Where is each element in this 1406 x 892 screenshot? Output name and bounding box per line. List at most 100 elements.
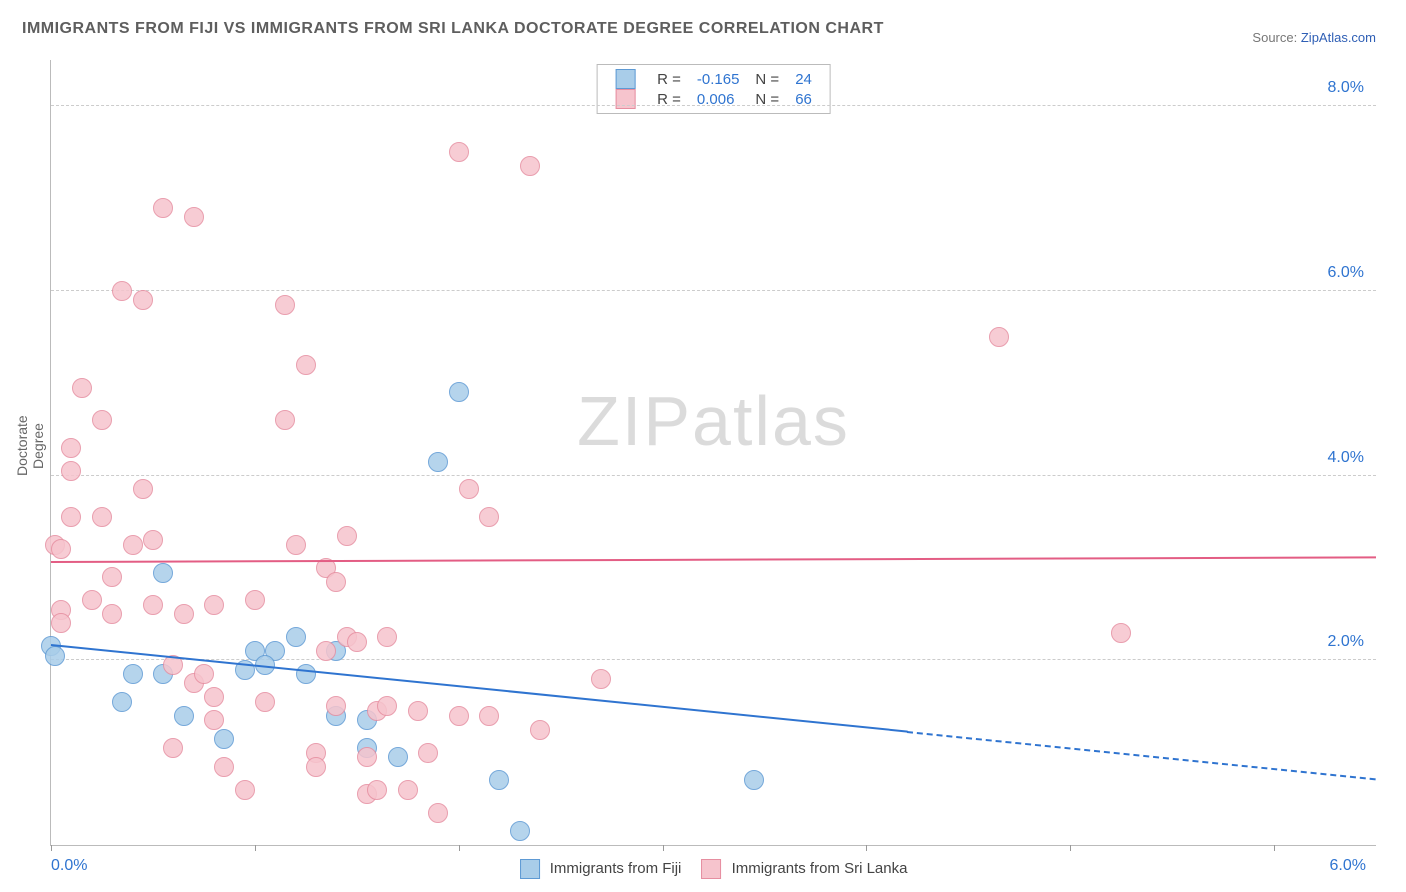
y-tick-label: 2.0% [1328, 633, 1364, 651]
scatter-point [275, 295, 295, 315]
scatter-point [163, 738, 183, 758]
scatter-point [184, 207, 204, 227]
y-tick-label: 8.0% [1328, 79, 1364, 97]
scatter-point [194, 664, 214, 684]
scatter-point [82, 590, 102, 610]
scatter-point [510, 821, 530, 841]
scatter-point [275, 410, 295, 430]
x-axis-max-label: 6.0% [1330, 857, 1366, 875]
source-credit: Source: ZipAtlas.com [1252, 30, 1376, 45]
y-tick-label: 4.0% [1328, 449, 1364, 467]
scatter-point [316, 641, 336, 661]
scatter-point [235, 780, 255, 800]
scatter-point [449, 382, 469, 402]
watermark-bold: ZIP [577, 382, 692, 460]
scatter-point [408, 701, 428, 721]
scatter-point [204, 710, 224, 730]
legend-label-srilanka: Immigrants from Sri Lanka [732, 860, 908, 877]
scatter-point [357, 747, 377, 767]
scatter-point [286, 535, 306, 555]
scatter-point [479, 706, 499, 726]
gridline [51, 290, 1376, 291]
scatter-point [989, 327, 1009, 347]
scatter-point [489, 770, 509, 790]
scatter-point [61, 438, 81, 458]
scatter-point [377, 627, 397, 647]
scatter-point [449, 706, 469, 726]
scatter-point [326, 572, 346, 592]
scatter-point [428, 803, 448, 823]
source-label: Source: [1252, 30, 1297, 45]
legend-stats-row-fiji: R =-0.165 N =24 [607, 69, 820, 89]
legend-series: Immigrants from Fiji Immigrants from Sri… [520, 859, 908, 879]
scatter-point [214, 757, 234, 777]
scatter-point [143, 595, 163, 615]
scatter-point [204, 595, 224, 615]
source-link[interactable]: ZipAtlas.com [1301, 30, 1376, 45]
x-tick-mark [1274, 845, 1275, 851]
scatter-point [123, 664, 143, 684]
scatter-point [61, 461, 81, 481]
scatter-point [520, 156, 540, 176]
legend-swatch-fiji [615, 69, 635, 89]
legend-swatch2-fiji [520, 859, 540, 879]
x-tick-mark [255, 845, 256, 851]
watermark-thin: atlas [692, 382, 850, 460]
scatter-point [296, 664, 316, 684]
page-title: IMMIGRANTS FROM FIJI VS IMMIGRANTS FROM … [22, 20, 884, 38]
scatter-point [204, 687, 224, 707]
scatter-point [112, 281, 132, 301]
y-axis-title: Doctorate Degree [14, 416, 46, 476]
scatter-point [459, 479, 479, 499]
x-tick-mark [1070, 845, 1071, 851]
watermark: ZIPatlas [577, 381, 850, 461]
scatter-point [326, 696, 346, 716]
scatter-point [112, 692, 132, 712]
scatter-point [153, 563, 173, 583]
scatter-point [337, 526, 357, 546]
scatter-point [45, 646, 65, 666]
x-tick-mark [866, 845, 867, 851]
scatter-point [92, 507, 112, 527]
scatter-point [51, 539, 71, 559]
scatter-point [143, 530, 163, 550]
scatter-point [296, 355, 316, 375]
scatter-point [367, 780, 387, 800]
scatter-point [245, 590, 265, 610]
scatter-point [174, 706, 194, 726]
scatter-point [398, 780, 418, 800]
x-axis-min-label: 0.0% [51, 857, 87, 875]
legend-label-fiji: Immigrants from Fiji [550, 860, 682, 877]
trend-line [51, 557, 1376, 564]
scatter-point [214, 729, 234, 749]
scatter-point [744, 770, 764, 790]
scatter-point [133, 290, 153, 310]
scatter-point [428, 452, 448, 472]
scatter-chart: ZIPatlas R =-0.165 N =24 R =0.006 N =66 … [50, 60, 1376, 846]
scatter-point [61, 507, 81, 527]
legend-R-fiji: -0.165 [689, 69, 748, 89]
scatter-point [347, 632, 367, 652]
scatter-point [449, 142, 469, 162]
legend-swatch2-srilanka [701, 859, 721, 879]
x-tick-mark [51, 845, 52, 851]
scatter-point [174, 604, 194, 624]
scatter-point [51, 613, 71, 633]
legend-item-srilanka: Immigrants from Sri Lanka [701, 859, 907, 879]
scatter-point [418, 743, 438, 763]
legend-stats: R =-0.165 N =24 R =0.006 N =66 [596, 64, 831, 114]
scatter-point [591, 669, 611, 689]
x-tick-mark [663, 845, 664, 851]
scatter-point [102, 604, 122, 624]
gridline [51, 105, 1376, 106]
gridline [51, 475, 1376, 476]
x-tick-mark [459, 845, 460, 851]
scatter-point [92, 410, 112, 430]
scatter-point [255, 692, 275, 712]
scatter-point [286, 627, 306, 647]
legend-item-fiji: Immigrants from Fiji [520, 859, 682, 879]
scatter-point [388, 747, 408, 767]
scatter-point [153, 198, 173, 218]
y-tick-label: 6.0% [1328, 264, 1364, 282]
scatter-point [479, 507, 499, 527]
